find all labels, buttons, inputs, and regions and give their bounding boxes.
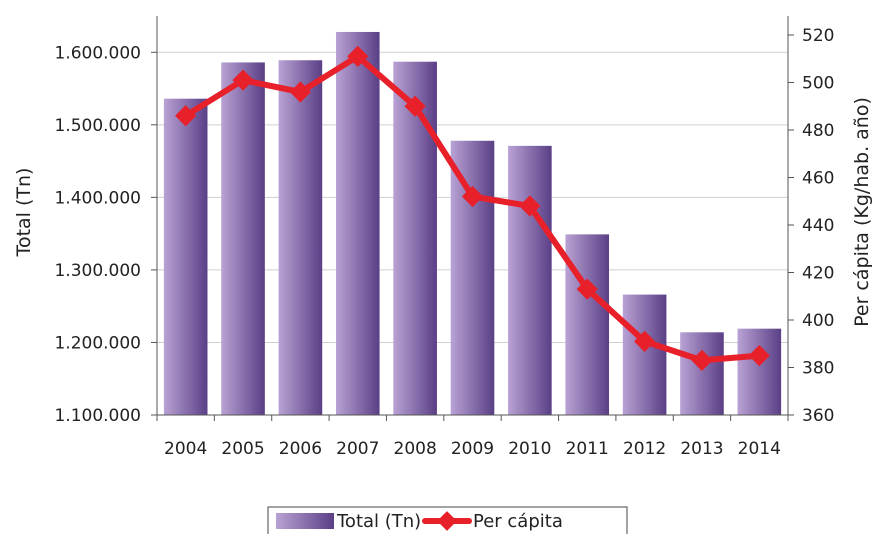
y2-tick-label: 500 bbox=[802, 74, 834, 94]
x-tick-label: 2010 bbox=[508, 439, 551, 459]
y-axis-title: Total (Tn) bbox=[13, 168, 35, 258]
percapita-point bbox=[519, 195, 541, 217]
x-tick-label: 2006 bbox=[279, 439, 322, 459]
y-tick-label: 1.400.000 bbox=[54, 188, 141, 208]
y-tick-label: 1.500.000 bbox=[54, 116, 141, 136]
bar bbox=[163, 98, 208, 416]
y2-tick-label: 480 bbox=[802, 121, 834, 141]
percapita-point bbox=[633, 330, 656, 352]
percapita-point bbox=[691, 349, 713, 371]
x-tick-label: 2007 bbox=[336, 439, 379, 459]
y2-tick-label: 460 bbox=[802, 169, 834, 189]
y2-tick-label: 520 bbox=[802, 26, 834, 46]
percapita-point bbox=[576, 278, 598, 300]
x-tick-label: 2008 bbox=[394, 439, 437, 459]
x-tick-label: 2009 bbox=[451, 439, 494, 459]
percapita-point bbox=[232, 69, 254, 91]
y-tick-label: 1.600.000 bbox=[54, 43, 141, 63]
legend: Total (Tn) Per cápita bbox=[267, 506, 628, 538]
x-tick-label: 2005 bbox=[221, 439, 264, 459]
x-tick-label: 2004 bbox=[164, 439, 207, 459]
tick-labels: 1.100.000 1.200.000 1.300.000 1.400.000 1.50… bbox=[54, 26, 834, 459]
x-tick-label: 2012 bbox=[623, 439, 666, 459]
bar bbox=[737, 328, 782, 415]
y-tick-label: 1.200.000 bbox=[54, 333, 141, 353]
legend-label-percapita: Per cápita bbox=[473, 511, 563, 532]
legend-marker-percapita bbox=[437, 511, 457, 531]
bar bbox=[680, 332, 724, 415]
legend-frame bbox=[267, 506, 628, 538]
y2-tick-label: 440 bbox=[802, 216, 834, 236]
bar bbox=[565, 234, 610, 415]
axes bbox=[151, 16, 794, 421]
bar bbox=[450, 140, 495, 415]
y2-tick-label: 420 bbox=[802, 264, 834, 284]
y2-tick-label: 380 bbox=[802, 359, 834, 379]
y-tick-label: 1.300.000 bbox=[54, 261, 141, 281]
legend-label-total: Total (Tn) bbox=[336, 511, 421, 532]
bar-series bbox=[163, 31, 782, 416]
x-tick-label: 2014 bbox=[738, 439, 781, 459]
percapita-point bbox=[748, 345, 770, 367]
legend-swatch-total bbox=[276, 513, 334, 529]
bar bbox=[221, 62, 265, 416]
bar bbox=[508, 145, 552, 415]
y-tick-label: 1.100.000 bbox=[54, 406, 141, 426]
bar bbox=[335, 31, 380, 416]
bar bbox=[393, 61, 437, 415]
bar bbox=[622, 294, 667, 415]
y2-tick-label: 360 bbox=[802, 406, 834, 426]
y2-tick-label: 400 bbox=[802, 311, 834, 331]
y2-axis-title: Per cápita (Kg/hab. año) bbox=[851, 97, 873, 327]
x-tick-label: 2013 bbox=[680, 439, 723, 459]
x-tick-label: 2011 bbox=[566, 439, 609, 459]
percapita-point bbox=[175, 105, 197, 127]
bar bbox=[278, 60, 323, 416]
